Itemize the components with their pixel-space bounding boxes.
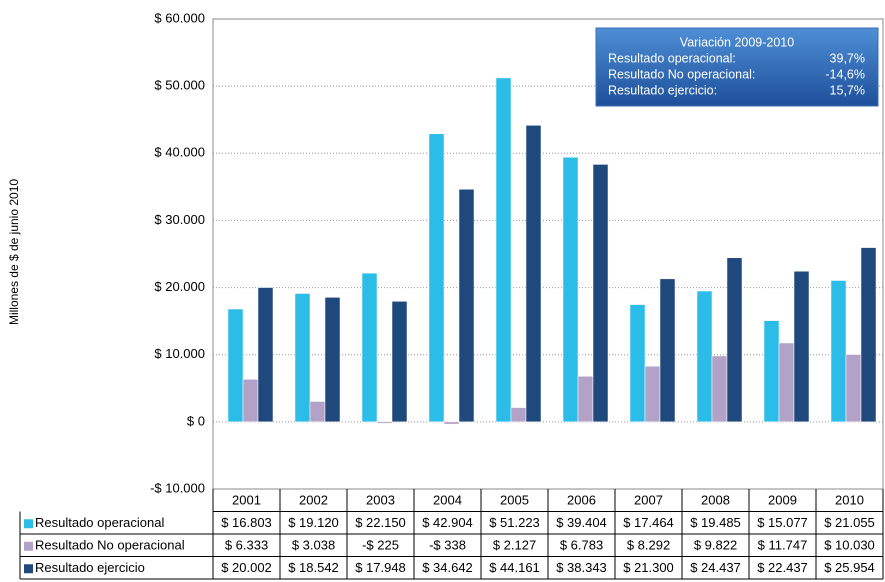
table-value: $ 24.437 — [690, 560, 741, 575]
table-value: $ 51.223 — [489, 515, 540, 530]
bar — [257, 287, 274, 423]
y-tick-label: -$ 10.000 — [150, 480, 205, 495]
bar — [778, 342, 795, 423]
bar — [510, 407, 527, 423]
legend-key — [24, 541, 33, 551]
table-value: $ 16.803 — [221, 515, 272, 530]
table-value: $ 39.404 — [556, 515, 607, 530]
bar — [696, 290, 713, 423]
bar — [577, 376, 594, 423]
annotation-box — [595, 27, 879, 107]
bar — [428, 133, 445, 423]
x-tick-label: 2003 — [366, 493, 395, 508]
bar — [763, 320, 780, 423]
bar — [227, 308, 244, 423]
legend-key — [24, 519, 33, 529]
table-value: $ 15.077 — [757, 515, 808, 530]
annotation-label: Resultado ejercicio: — [608, 83, 717, 97]
annotation-value: -14,6% — [825, 67, 865, 81]
y-tick-label: $ 10.000 — [154, 346, 205, 361]
bar — [644, 365, 661, 423]
table-value: $ 17.464 — [623, 515, 674, 530]
y-tick-label: $ 60.000 — [154, 10, 205, 25]
table-value: $ 42.904 — [422, 515, 473, 530]
bar — [525, 125, 542, 423]
x-tick-label: 2010 — [835, 493, 864, 508]
annotation-label: Resultado No operacional: — [608, 67, 755, 81]
x-tick-label: 2005 — [500, 493, 529, 508]
table-value: $ 20.002 — [221, 560, 272, 575]
table-value: $ 19.120 — [288, 515, 339, 530]
bar — [242, 379, 259, 423]
bar — [443, 421, 460, 425]
table-value: $ 22.150 — [355, 515, 406, 530]
legend-key — [24, 564, 33, 574]
annotation: Variación 2009-2010 Resultado operaciona… — [595, 27, 879, 107]
table-value: $ 10.030 — [824, 538, 875, 553]
bar — [376, 421, 393, 424]
bar — [726, 257, 743, 423]
x-tick-label: 2002 — [299, 493, 328, 508]
x-tick-label: 2007 — [634, 493, 663, 508]
bar — [592, 164, 609, 423]
table-value: $ 3.038 — [292, 538, 335, 553]
x-tick-label: 2008 — [701, 493, 730, 508]
bar — [458, 189, 475, 423]
x-tick-label: 2006 — [567, 493, 596, 508]
bar — [309, 401, 326, 423]
table-value: $ 44.161 — [489, 560, 540, 575]
bar — [361, 272, 378, 423]
table-value: $ 6.783 — [560, 538, 603, 553]
table-value: $ 2.127 — [493, 538, 536, 553]
table-value: $ 9.822 — [694, 538, 737, 553]
table-value: $ 21.055 — [824, 515, 875, 530]
x-tick-label: 2009 — [768, 493, 797, 508]
y-axis-label: Millones de $ de junio 2010 — [7, 179, 21, 325]
table-value: $ 17.948 — [355, 560, 406, 575]
bar — [391, 301, 408, 423]
legend-label: Resultado ejercicio — [35, 560, 145, 575]
bar — [830, 280, 847, 423]
table-value: $ 19.485 — [690, 515, 741, 530]
bar — [324, 297, 341, 423]
y-tick-label: $ 50.000 — [154, 78, 205, 93]
y-tick-label: $ 40.000 — [154, 145, 205, 160]
bar — [793, 270, 810, 423]
annotation-value: 39,7% — [830, 51, 865, 65]
y-tick-label: $ 30.000 — [154, 212, 205, 227]
bar — [629, 304, 646, 423]
annotation-value: 15,7% — [830, 83, 865, 97]
table-value: -$ 225 — [362, 538, 399, 553]
table-value: -$ 338 — [429, 538, 466, 553]
x-tick-label: 2004 — [433, 493, 462, 508]
table-value: $ 25.954 — [824, 560, 875, 575]
bar — [562, 157, 579, 423]
y-tick-label: $ 20.000 — [154, 279, 205, 294]
table-value: $ 11.747 — [758, 538, 808, 553]
table-value: $ 6.333 — [225, 538, 268, 553]
bar — [711, 355, 728, 423]
y-tick-label: $ 0 — [187, 413, 205, 428]
bar — [845, 354, 862, 423]
legend-label: Resultado No operacional — [35, 538, 185, 553]
bar — [495, 77, 512, 423]
annotation-title: Variación 2009-2010 — [680, 35, 794, 49]
table-value: $ 21.300 — [623, 560, 674, 575]
x-tick-label: 2001 — [232, 493, 261, 508]
table-value: $ 18.542 — [288, 560, 339, 575]
bar — [659, 278, 676, 423]
legend-label: Resultado operacional — [35, 515, 164, 530]
annotation-label: Resultado operacional: — [608, 51, 736, 65]
bar — [860, 247, 877, 423]
table-value: $ 22.437 — [757, 560, 808, 575]
bar — [294, 293, 311, 423]
table-value: $ 34.642 — [422, 560, 473, 575]
table-value: $ 8.292 — [627, 538, 670, 553]
table-value: $ 38.343 — [556, 560, 607, 575]
